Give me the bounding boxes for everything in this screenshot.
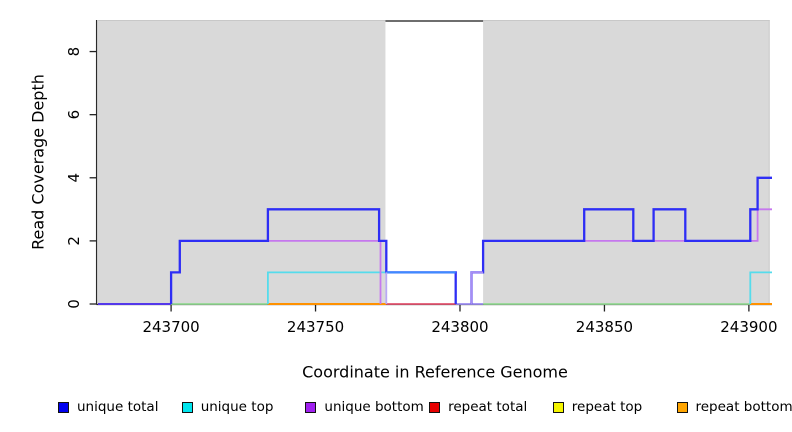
y-tick-label: 6 (65, 110, 83, 120)
legend-label: repeat top (571, 399, 643, 415)
chart-legend: unique total unique top unique bottom repea… (0, 399, 792, 419)
legend-item-unique-top: unique top (181, 399, 274, 415)
legend-swatch-unique-bottom (305, 401, 317, 413)
legend-label: unique bottom (324, 399, 424, 415)
y-axis-title: Read Coverage Depth (28, 74, 48, 250)
y-tick-label: 4 (65, 173, 83, 183)
legend-label: unique total (77, 399, 159, 415)
legend-item-repeat-bottom: repeat bottom (676, 399, 792, 415)
x-tick-label: 243850 (576, 318, 633, 336)
shaded-region-1 (98, 20, 386, 304)
legend-swatch-repeat-total (429, 401, 441, 413)
x-tick-label: 243750 (287, 318, 344, 336)
shaded-region-2 (483, 20, 770, 304)
legend-swatch-unique-total (58, 401, 69, 413)
series-segment-unique-total-2 (470, 176, 772, 304)
legend-swatch-repeat-bottom (676, 401, 688, 413)
x-tick-label: 243700 (142, 318, 199, 336)
legend-label: unique top (200, 399, 274, 415)
legend-item-unique-total: unique total (58, 399, 158, 415)
y-tick-label: 0 (65, 299, 83, 309)
series-segment-unique-top-2 (749, 271, 772, 304)
x-tick-label: 243800 (431, 318, 488, 336)
legend-item-repeat-total: repeat total (429, 399, 527, 415)
x-axis-title: Coordinate in Reference Genome (302, 362, 568, 382)
legend-swatch-repeat-top (552, 401, 564, 413)
legend-swatch-unique-top (181, 401, 193, 413)
y-tick-label: 2 (65, 236, 83, 246)
legend-label: repeat total (448, 399, 528, 415)
legend-item-unique-bottom: unique bottom (305, 399, 424, 415)
legend-item-repeat-top: repeat top (552, 399, 643, 415)
series-segment-unique-top-1 (266, 271, 387, 304)
legend-label: repeat bottom (695, 399, 792, 415)
y-tick-label: 8 (65, 47, 83, 57)
x-tick-label: 243900 (720, 318, 777, 336)
series-segment-unique-bottom-gap (470, 271, 484, 304)
